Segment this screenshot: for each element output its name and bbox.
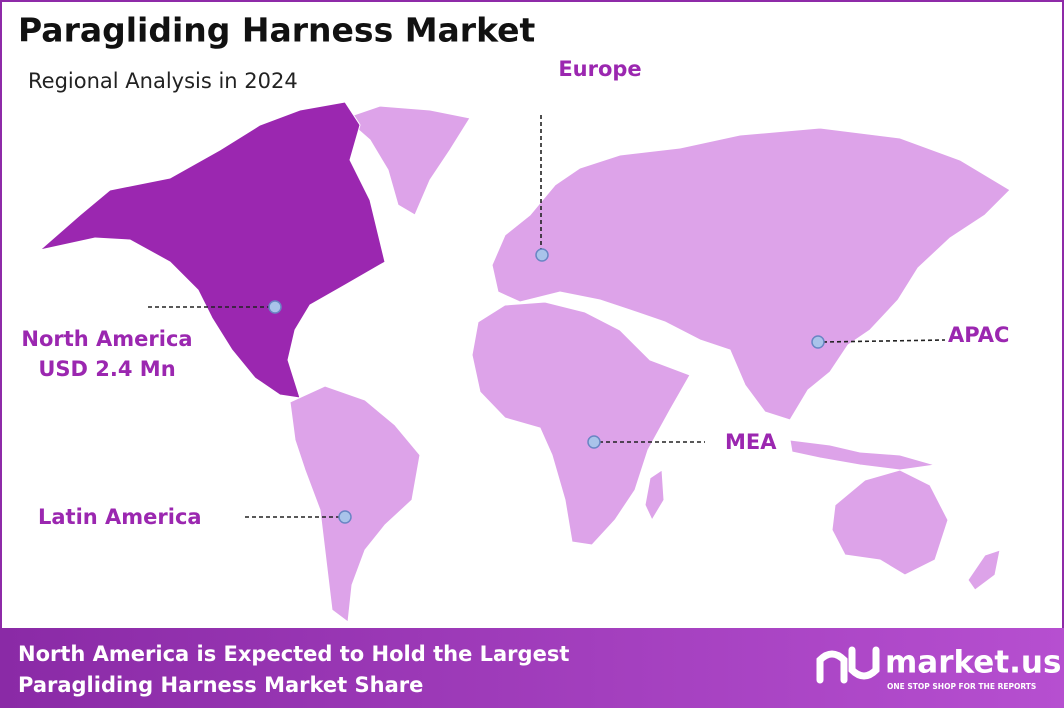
logo-tagline: ONE STOP SHOP FOR THE REPORTS — [887, 682, 1036, 691]
marker — [338, 510, 352, 524]
title: Paragliding Harness Market — [18, 11, 536, 50]
logo-icon — [816, 646, 880, 684]
marker — [535, 248, 549, 262]
africa — [471, 301, 691, 546]
north-america — [39, 101, 386, 399]
marker — [811, 335, 825, 349]
footer-line: North America is Expected to Hold the La… — [18, 642, 569, 666]
region-label: Europe — [558, 57, 641, 81]
region-value: USD 2.4 Mn — [38, 357, 175, 381]
subtitle: Regional Analysis in 2024 — [28, 69, 298, 93]
footer-band — [0, 628, 1064, 708]
logo-name: market.us — [885, 645, 1061, 681]
indonesia — [789, 439, 936, 471]
madagascar — [644, 469, 665, 522]
region-label: Latin America — [38, 505, 202, 529]
footer-line: Paragliding Harness Market Share — [18, 673, 423, 697]
logo: market.us ONE STOP SHOP FOR THE REPORTS — [816, 645, 1061, 691]
region-label: MEA — [725, 430, 777, 454]
south-america — [289, 385, 421, 623]
australia — [831, 469, 949, 576]
marker — [587, 435, 601, 449]
region-label: North America — [21, 327, 192, 351]
leader-line — [822, 339, 946, 343]
new-zealand — [967, 549, 1001, 591]
greenland — [344, 105, 471, 216]
eurasia — [491, 127, 1011, 421]
callouts: Europe North America USD 2.4 Mn APAC MEA… — [21, 57, 1009, 529]
region-label: APAC — [948, 323, 1009, 347]
marker — [268, 300, 282, 314]
world-map — [39, 101, 1011, 623]
